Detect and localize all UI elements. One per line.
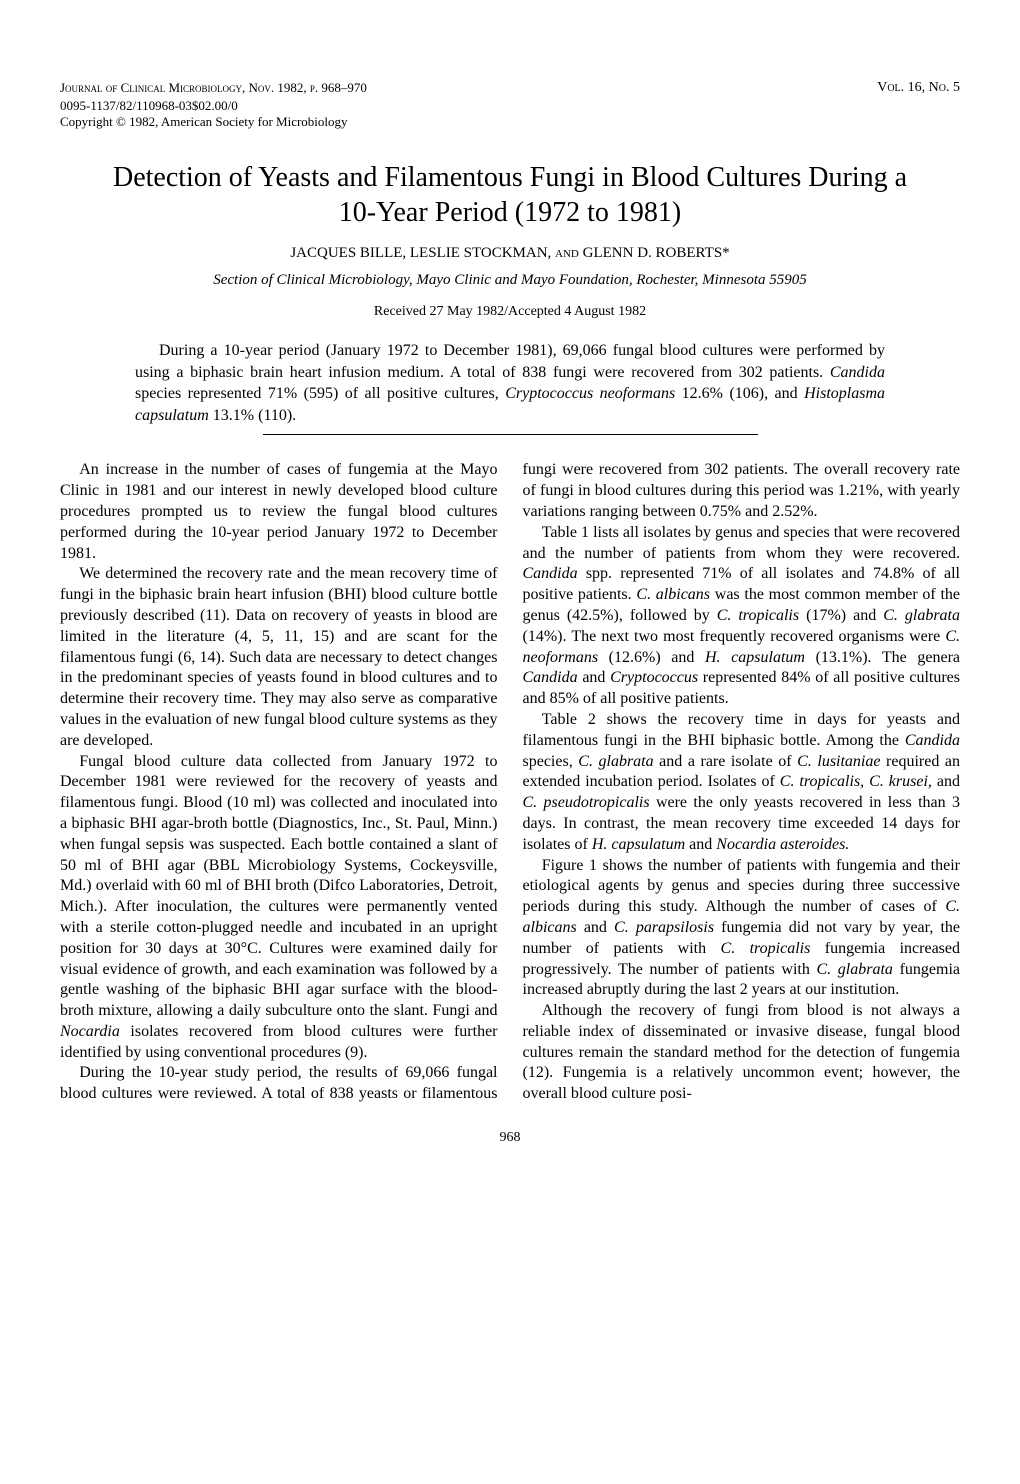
body-paragraph: We determined the recovery rate and the … [60, 564, 498, 751]
paper-title: Detection of Yeasts and Filamentous Fung… [100, 160, 920, 230]
body-paragraph: Although the recovery of fungi from bloo… [523, 1001, 961, 1105]
page-number: 968 [60, 1130, 960, 1146]
volume-issue: Vol. 16, No. 5 [877, 80, 960, 96]
abstract-divider [263, 434, 758, 435]
authors: JACQUES BILLE, LESLIE STOCKMAN, and GLEN… [60, 245, 960, 262]
body-columns: An increase in the number of cases of fu… [60, 460, 960, 1105]
journal-line: Journal of Clinical Microbiology, Nov. 1… [60, 80, 367, 96]
issn-line: 0095-1137/82/110968-03$02.00/0 [60, 98, 960, 114]
body-paragraph: Figure 1 shows the number of patients wi… [523, 856, 961, 1002]
body-paragraph: An increase in the number of cases of fu… [60, 460, 498, 564]
copyright-line: Copyright © 1982, American Society for M… [60, 114, 960, 130]
body-paragraph: Table 1 lists all isolates by genus and … [523, 523, 961, 710]
body-paragraph: Table 2 shows the recovery time in days … [523, 710, 961, 856]
abstract: During a 10-year period (January 1972 to… [135, 340, 885, 426]
affiliation: Section of Clinical Microbiology, Mayo C… [60, 272, 960, 289]
received-accepted-dates: Received 27 May 1982/Accepted 4 August 1… [60, 304, 960, 320]
body-paragraph: Fungal blood culture data collected from… [60, 752, 498, 1064]
